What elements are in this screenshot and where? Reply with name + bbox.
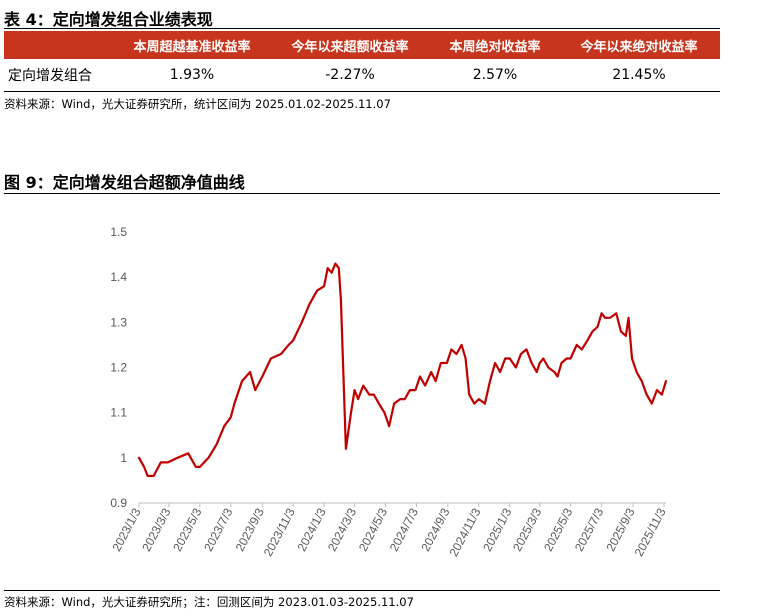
table-source-note: 资料来源：Wind，光大证券研究所，统计区间为 2025.01.02-2025.… [4, 97, 391, 111]
table-cell: 1.93% [116, 59, 268, 92]
table-row: 定向增发组合 1.93% -2.27% 2.57% 21.45% [4, 59, 720, 92]
figure-source-note: 资料来源：Wind，光大证券研究所；注：回测区间为 2023.01.03-202… [4, 595, 414, 609]
table-header-row: 本周超越基准收益率 今年以来超额收益率 本周绝对收益率 今年以来绝对收益率 [4, 31, 720, 59]
x-tick-label: 2024/9/3 [418, 506, 452, 554]
x-tick-label: 2024/7/3 [387, 506, 421, 554]
y-tick-label: 1.3 [110, 315, 127, 329]
x-tick-label: 2023/5/3 [170, 506, 204, 554]
y-tick-label: 1.2 [110, 361, 127, 375]
figure-top-rule [4, 193, 720, 194]
table-cell: -2.27% [268, 59, 432, 92]
x-tick-label: 2025/11/3 [632, 506, 669, 559]
y-tick-label: 1.4 [110, 270, 127, 284]
table-header-cell: 本周绝对收益率 [432, 31, 558, 59]
y-tick-label: 1.5 [110, 225, 127, 239]
x-tick-label: 2024/1/3 [294, 506, 328, 554]
y-tick-label: 1.1 [110, 406, 127, 420]
x-tick-label: 2024/5/3 [356, 506, 390, 554]
figure-title: 图 9：定向增发组合超额净值曲线 [4, 173, 245, 192]
table-header-cell [4, 31, 116, 59]
table-top-rule [4, 28, 720, 29]
table-header-cell: 今年以来绝对收益率 [558, 31, 720, 59]
figure-bottom-rule [4, 590, 720, 591]
y-tick-label: 0.9 [110, 496, 127, 510]
x-tick-label: 2025/3/3 [510, 506, 544, 554]
performance-table: 本周超越基准收益率 今年以来超额收益率 本周绝对收益率 今年以来绝对收益率 定向… [4, 31, 720, 92]
table-header-cell: 今年以来超额收益率 [268, 31, 432, 59]
table-header-cell: 本周超越基准收益率 [116, 31, 268, 59]
x-tick-label: 2024/11/3 [446, 506, 483, 559]
table-cell: 2.57% [432, 59, 558, 92]
x-tick-label: 2025/9/3 [603, 506, 637, 554]
table-cell: 21.45% [558, 59, 720, 92]
table-title: 表 4：定向增发组合业绩表现 [4, 10, 213, 29]
x-tick-label: 2023/9/3 [233, 506, 267, 554]
x-tick-label: 2023/7/3 [201, 506, 235, 554]
y-tick-label: 1 [120, 451, 127, 465]
x-tick-label: 2023/3/3 [139, 506, 173, 554]
x-tick-label: 2025/5/3 [541, 506, 575, 554]
series-line [137, 262, 668, 477]
x-tick-label: 2024/3/3 [325, 506, 359, 554]
table-row-label: 定向增发组合 [4, 59, 116, 92]
x-tick-label: 2025/7/3 [572, 506, 606, 554]
x-tick-label: 2023/11/3 [261, 506, 298, 559]
